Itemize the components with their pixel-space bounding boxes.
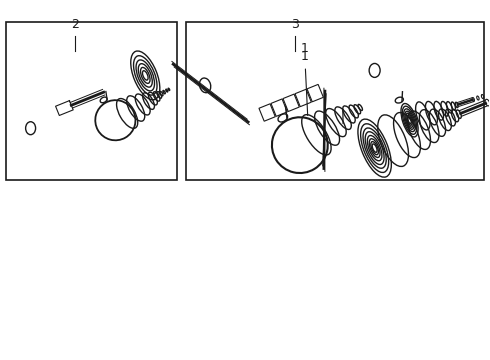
Text: 1: 1	[301, 50, 309, 116]
Bar	[271, 99, 287, 116]
Bar	[307, 84, 323, 102]
Bar	[283, 94, 299, 112]
Bar	[186, 22, 485, 180]
Bar	[295, 89, 311, 107]
Text: 1: 1	[301, 42, 309, 55]
Text: 3: 3	[291, 18, 299, 31]
Text: 2: 2	[72, 18, 79, 31]
Bar	[5, 22, 176, 180]
Bar	[259, 104, 275, 121]
